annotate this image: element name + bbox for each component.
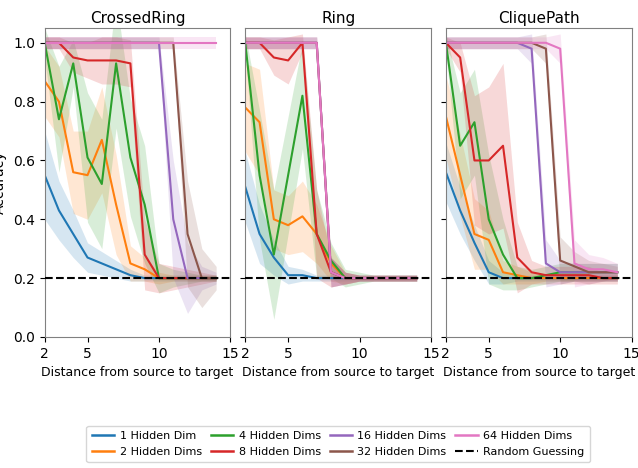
X-axis label: Distance from source to target: Distance from source to target (41, 366, 234, 379)
X-axis label: Distance from source to target: Distance from source to target (443, 366, 635, 379)
X-axis label: Distance from source to target: Distance from source to target (242, 366, 434, 379)
Title: CrossedRing: CrossedRing (90, 10, 185, 26)
Legend: 1 Hidden Dim, 2 Hidden Dims, 4 Hidden Dims, 8 Hidden Dims, 16 Hidden Dims, 32 Hi: 1 Hidden Dim, 2 Hidden Dims, 4 Hidden Di… (86, 426, 590, 462)
Title: Ring: Ring (321, 10, 355, 26)
Title: CliquePath: CliquePath (498, 10, 579, 26)
Y-axis label: Accuracy: Accuracy (0, 151, 8, 214)
